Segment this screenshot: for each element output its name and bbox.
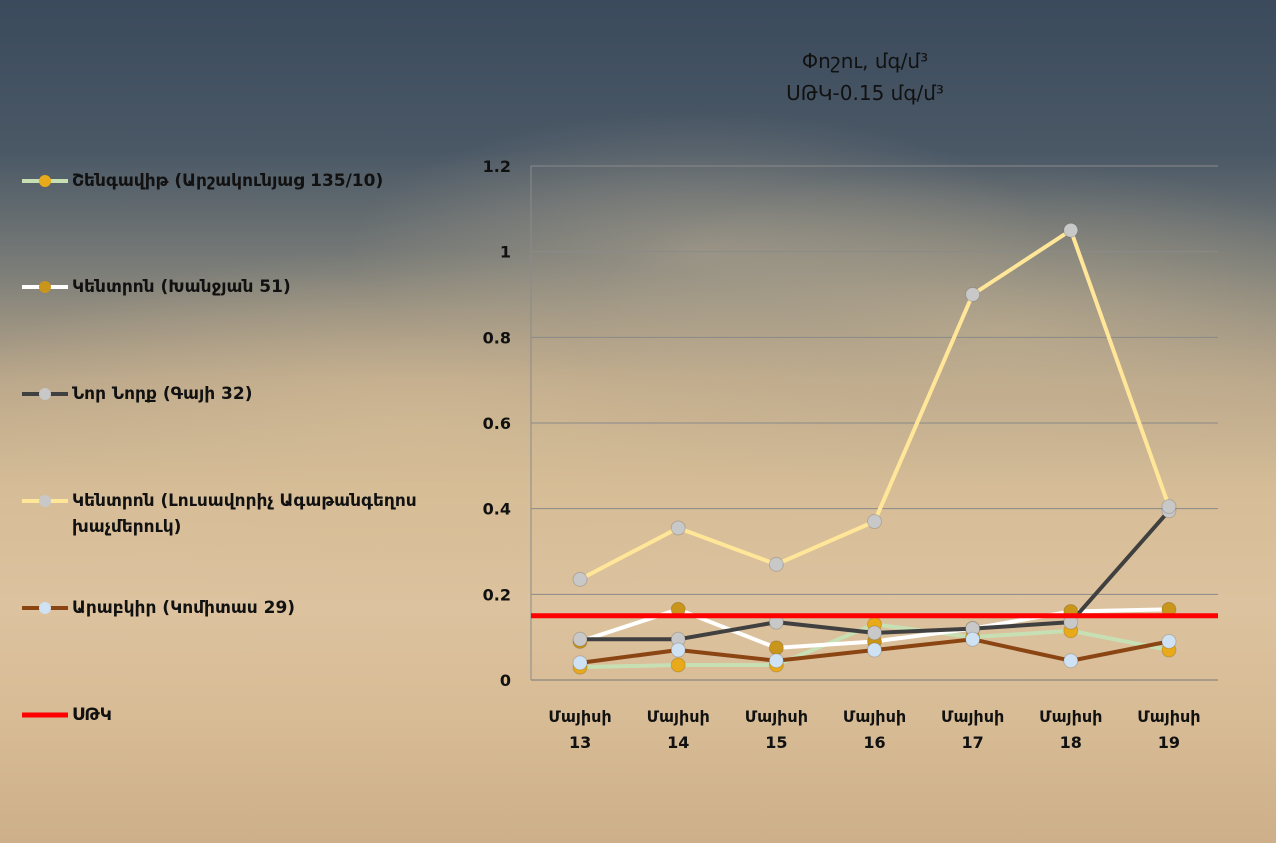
data-point-series-3: [867, 514, 882, 530]
legend-swatch-kentron-khanjyan: [22, 281, 68, 293]
data-point-series-4: [670, 642, 686, 658]
y-tick-label: 0.6: [483, 414, 511, 433]
data-point-series-3: [1063, 222, 1079, 238]
x-tick-label: Մայիսի 13: [548, 707, 611, 752]
legend-label-shengavit: Շենգավիթ (Արշակունյաց 135/10): [72, 171, 384, 191]
data-point-series-3: [572, 571, 588, 587]
data-point-series-4: [1063, 653, 1079, 669]
chart-title-block: Փոշու, մգ/մ³ ՍԹԿ-0.15 մգ/մ³: [700, 45, 1030, 109]
y-tick-label: 0.4: [483, 500, 511, 519]
legend-label-threshold: ՍԹԿ: [72, 705, 112, 725]
y-tick-label: 0.8: [483, 328, 511, 347]
legend-swatch-arabkir: [22, 602, 68, 614]
data-point-series-4: [867, 642, 882, 658]
data-point-series-3: [768, 556, 784, 572]
legend-label-kentron-lusavorich: Կենտրոն (Լուսավորիչ Ագաթանգեղոս խաչմերու…: [72, 491, 417, 537]
data-point-series-4: [1161, 633, 1177, 649]
legend-swatch-kentron-lusavorich: [22, 495, 68, 507]
x-tick-label: Մայիսի 19: [1137, 707, 1200, 752]
legend-label-arabkir: Արաբկիր (Կոմիտաս 29): [72, 598, 296, 618]
legend-label-kentron-khanjyan: Կենտրոն (Խանջյան 51): [72, 277, 291, 297]
x-tick-label: Մայիսի 15: [745, 707, 808, 752]
y-tick-label: 0.2: [483, 585, 511, 604]
data-point-series-0: [670, 657, 686, 673]
data-point-series-4: [572, 655, 588, 671]
chart-title: Փոշու, մգ/մ³: [801, 49, 929, 73]
legend-label-nor-nork: Նոր Նորք (Գայի 32): [72, 384, 253, 404]
y-tick-label: 1: [500, 243, 511, 262]
data-point-series-3: [965, 287, 981, 302]
data-point-series-2: [572, 631, 588, 647]
legend-swatch-threshold: [22, 712, 68, 718]
y-tick-label: 0: [500, 671, 511, 690]
x-tick-label: Մայիսի 14: [647, 707, 710, 752]
data-point-series-4: [768, 653, 784, 669]
data-point-series-3: [670, 520, 686, 536]
data-point-series-3: [1161, 499, 1177, 515]
chart-subtitle: ՍԹԿ-0.15 մգ/մ³: [786, 81, 944, 105]
legend-swatch-shengavit: [22, 175, 68, 187]
legend-swatch-nor-nork: [22, 388, 68, 400]
data-point-series-2: [867, 625, 882, 641]
x-tick-label: Մայիսի 18: [1039, 707, 1102, 752]
x-tick-label: Մայիսի 17: [941, 707, 1004, 752]
data-point-series-1: [768, 640, 784, 656]
y-tick-label: 1.2: [483, 157, 511, 176]
data-point-series-4: [965, 631, 981, 647]
x-tick-label: Մայիսի 16: [843, 707, 906, 752]
